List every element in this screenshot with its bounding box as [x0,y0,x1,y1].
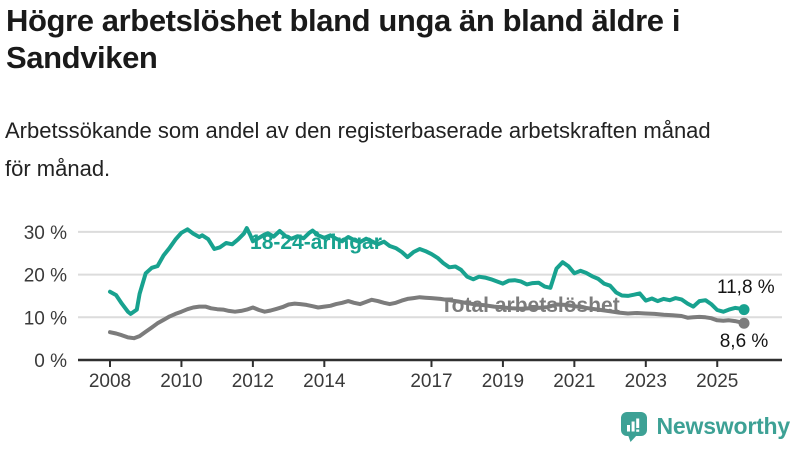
x-axis-tick-label: 2010 [160,371,202,392]
x-axis-tick-label: 2025 [696,371,738,392]
series-end-value-total: 8,6 % [720,331,769,352]
x-axis-tick-label: 2012 [232,371,274,392]
x-axis-tick-label: 2017 [410,371,452,392]
newsworthy-logo[interactable]: Newsworthy [619,410,790,443]
series-end-dot-total [738,317,750,329]
x-axis-tick-label: 2023 [625,371,667,392]
y-axis-tick-label: 10 % [24,308,67,329]
chart-subtitle-line2: för månad. [5,156,111,181]
series-lines [108,226,750,341]
x-axis-tick-label: 2019 [482,371,524,392]
series-line-youth [108,226,746,316]
series-end-value-youth: 11,8 % [717,277,775,298]
newsworthy-wordmark: Newsworthy [656,413,791,439]
gridlines [78,230,782,319]
chart-subtitle-line1: Arbetssökande som andel av den registerb… [5,118,711,143]
page-title: Högre arbetslöshet bland unga än bland ä… [6,2,792,76]
page-title-line1: Högre arbetslöshet bland unga än bland ä… [6,3,681,38]
x-axis-tick-label: 2008 [89,371,131,392]
y-axis-tick-label: 0 % [34,351,67,372]
x-axis: 2008 2010 2012 2014 2017 2019 2021 2023 2025 [78,358,782,392]
series-annotations: 18-24-åringar 11,8 % Total arbetslöshet 8,6… [250,231,775,352]
series-label-youth: 18-24-åringar [250,231,382,254]
series-label-total: Total arbetslöshet [440,294,619,317]
x-axis-tick-label: 2021 [553,371,595,392]
x-axis-tick-label: 2014 [303,371,346,392]
chart-subtitle: Arbetssökande som andel av den registerb… [5,112,791,188]
series-end-dot-youth [738,304,750,316]
newsworthy-bubble-icon [620,412,647,442]
series-line-total [108,295,746,341]
page-title-line2: Sandviken [6,40,158,75]
y-axis-tick-labels: 0 % 10 % 20 % 30 % [24,223,67,372]
y-axis-tick-label: 30 % [24,223,67,244]
y-axis-tick-label: 20 % [24,266,67,287]
